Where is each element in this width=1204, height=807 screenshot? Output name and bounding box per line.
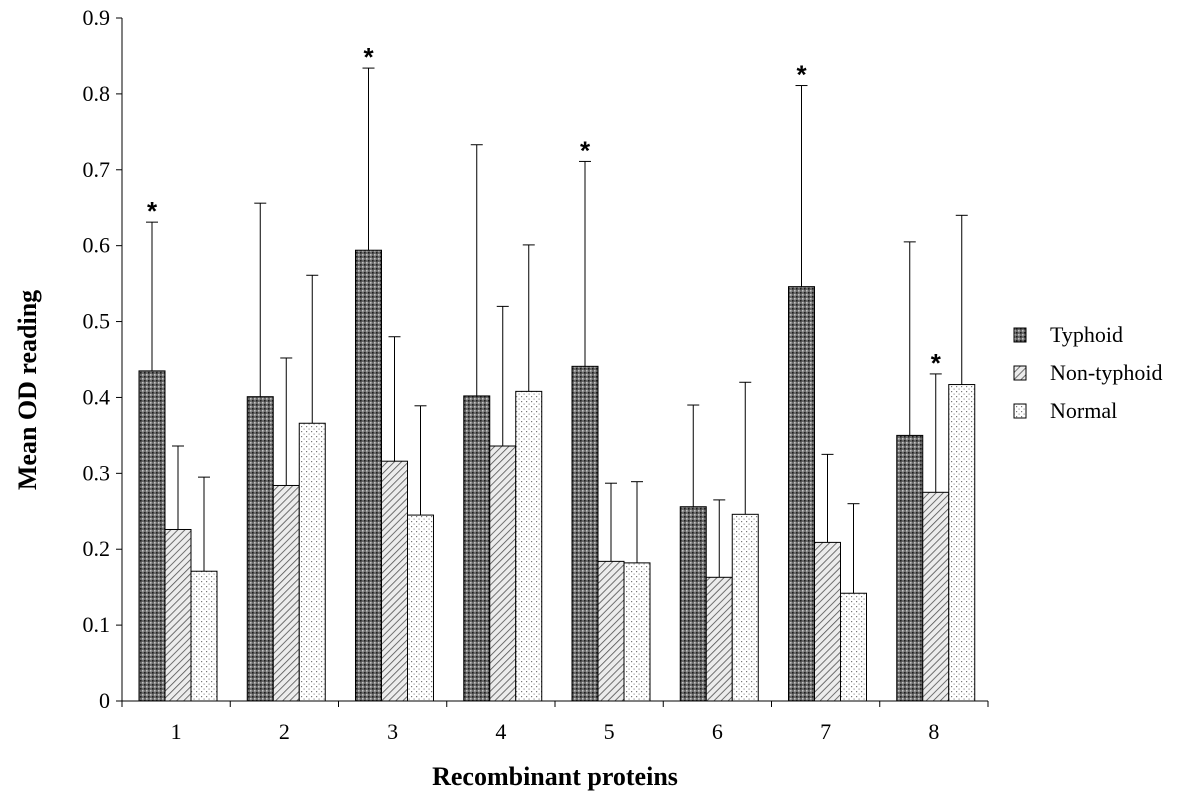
- significance-asterisk: *: [363, 42, 374, 72]
- x-tick-label: 8: [928, 719, 939, 744]
- bar-typhoid-4: [463, 395, 491, 702]
- legend-swatch-typhoid: [1013, 327, 1027, 343]
- bar-normal-2: [298, 422, 326, 702]
- x-axis-ticks: 1 2 3 4 5 6 7 8: [121, 701, 989, 744]
- y-tick-label: 0.3: [83, 460, 111, 485]
- y-tick-label: 0.6: [83, 233, 111, 258]
- x-tick-label: 6: [712, 719, 723, 744]
- bar-typhoid-8: [896, 434, 924, 702]
- bars: [138, 249, 976, 702]
- y-axis-ticks: 0 0.1 0.2 0.3 0.4 0.5 0.6 0.7 0.8 0.9: [83, 5, 122, 713]
- y-tick-label: 0.8: [83, 81, 111, 106]
- bar-normal-3: [407, 514, 434, 702]
- x-tick-label: 5: [604, 719, 615, 744]
- legend-label-typhoid: Typhoid: [1050, 322, 1123, 347]
- x-tick-label: 1: [171, 719, 182, 744]
- bar-normal-8: [948, 384, 976, 702]
- y-tick-label: 0.4: [83, 384, 111, 409]
- bar-typhoid-7: [788, 286, 815, 702]
- legend-swatch-non-typhoid: [1013, 365, 1027, 381]
- legend-swatch-normal: [1013, 403, 1027, 419]
- bar-normal-4: [515, 390, 543, 702]
- x-tick-label: 3: [387, 719, 398, 744]
- bar-typhoid-3: [355, 249, 382, 702]
- x-tick-label: 7: [820, 719, 831, 744]
- bar-non-typhoid-1: [164, 528, 192, 702]
- bar-normal-1: [190, 570, 218, 702]
- significance-asterisk: *: [931, 348, 942, 378]
- bar-normal-5: [623, 562, 651, 702]
- y-tick-label: 0.1: [83, 612, 111, 637]
- significance-asterisk: *: [796, 60, 807, 90]
- bar-normal-7: [840, 592, 867, 702]
- legend-label-non-typhoid: Non-typhoid: [1050, 360, 1162, 385]
- bar-normal-6: [731, 513, 759, 702]
- bar-non-typhoid-8: [922, 491, 950, 702]
- y-tick-label: 0.7: [83, 157, 111, 182]
- x-tick-label: 4: [495, 719, 506, 744]
- significance-markers: * * * * *: [147, 42, 942, 378]
- bar-non-typhoid-3: [381, 460, 408, 702]
- x-tick-label: 2: [279, 719, 290, 744]
- bar-typhoid-2: [246, 396, 274, 702]
- bar-non-typhoid-6: [705, 576, 733, 702]
- x-axis-title: Recombinant proteins: [432, 762, 678, 791]
- significance-asterisk: *: [147, 196, 158, 226]
- bar-typhoid-6: [679, 506, 707, 702]
- legend: Typhoid Non-typhoid Normal: [1013, 322, 1162, 423]
- bar-non-typhoid-4: [489, 445, 517, 702]
- y-tick-label: 0.9: [83, 5, 111, 30]
- significance-asterisk: *: [580, 135, 591, 165]
- bar-non-typhoid-2: [272, 484, 300, 702]
- y-tick-label: 0: [99, 688, 110, 713]
- legend-label-normal: Normal: [1050, 398, 1117, 423]
- y-tick-label: 0.2: [83, 536, 111, 561]
- bar-non-typhoid-7: [814, 541, 841, 702]
- bar-typhoid-1: [138, 370, 166, 702]
- y-axis-title: Mean OD reading: [13, 290, 42, 490]
- y-tick-label: 0.5: [83, 309, 111, 334]
- bar-typhoid-5: [571, 365, 599, 702]
- bar-non-typhoid-5: [597, 560, 625, 702]
- error-bars: [146, 67, 968, 594]
